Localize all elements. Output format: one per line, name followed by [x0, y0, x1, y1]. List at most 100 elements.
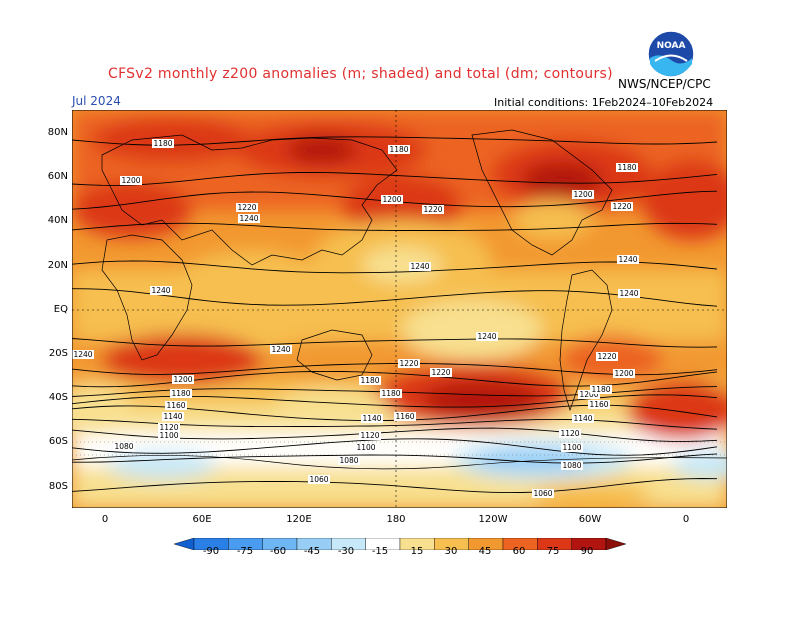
- contour-label-text: 1140: [362, 414, 381, 423]
- colorbar: [173, 535, 627, 554]
- contour-label-text: 1240: [410, 262, 429, 271]
- contour-label: 1180: [170, 389, 192, 398]
- contour-label: 1240: [617, 255, 639, 264]
- contour-label: 1120: [158, 423, 180, 432]
- contour-label: 1200: [578, 390, 600, 399]
- colorbar-label: 30: [444, 546, 458, 557]
- lon-label-0: 0: [101, 514, 109, 525]
- contour-label: 1200: [381, 195, 403, 204]
- colorbar-label: -45: [303, 546, 321, 557]
- lat-label-80s: 80S: [48, 481, 68, 492]
- contour-label-text: 1180: [591, 385, 610, 394]
- contour-label-text: 1120: [560, 429, 579, 438]
- contour-label-text: 1140: [163, 412, 182, 421]
- contour-label-text: 1160: [589, 400, 608, 409]
- colorbar-label: -90: [202, 546, 220, 557]
- contour-label: 1180: [616, 163, 638, 172]
- contour-label: 1100: [561, 443, 583, 452]
- contour-label: 1240: [409, 262, 431, 271]
- contour-label-text: 1160: [166, 401, 185, 410]
- contour-label-text: 1160: [395, 412, 414, 421]
- contour-label: 1220: [398, 359, 420, 368]
- lat-label-eq: EQ: [53, 304, 68, 315]
- contour-label-text: 1180: [171, 389, 190, 398]
- contour-label: 1180: [388, 145, 410, 154]
- contour-label-text: 1080: [114, 442, 133, 451]
- contour-label-text: 1080: [339, 456, 358, 465]
- contour-label-text: 1180: [617, 163, 636, 172]
- contour-label-text: 1100: [159, 431, 178, 440]
- contour-label-text: 1240: [239, 214, 258, 223]
- contour-label-text: 1220: [597, 352, 616, 361]
- contour-label: 1180: [380, 389, 402, 398]
- contour-label: 1200: [572, 190, 594, 199]
- contour-label: 1060: [308, 475, 330, 484]
- contour-label-text: 1240: [618, 255, 637, 264]
- contour-label: 1140: [361, 414, 383, 423]
- contour-label: 1140: [162, 412, 184, 421]
- chart-title: CFSv2 monthly z200 anomalies (m; shaded)…: [108, 66, 613, 82]
- contour-line: [72, 453, 718, 464]
- colorbar-label: 75: [546, 546, 560, 557]
- contour-label-text: 1060: [533, 489, 552, 498]
- colorbar-label: 15: [410, 546, 424, 557]
- contour-label: 1240: [72, 350, 94, 359]
- contour-label: 1160: [165, 401, 187, 410]
- contour-label: 1220: [430, 368, 452, 377]
- contour-label: 1080: [561, 461, 583, 470]
- contour-label-text: 1220: [237, 203, 256, 212]
- lat-label-60s: 60S: [48, 436, 68, 447]
- contour-label-text: 1240: [619, 289, 638, 298]
- contour-label-text: 1240: [477, 332, 496, 341]
- contour-label-text: 1200: [121, 176, 140, 185]
- contour-label: 1240: [476, 332, 498, 341]
- contour-label: 1200: [120, 176, 142, 185]
- contour-label-text: 1200: [573, 190, 592, 199]
- lat-label-40n: 40N: [47, 215, 68, 226]
- contour-label-text: 1100: [562, 443, 581, 452]
- contour-label: 1220: [611, 202, 633, 211]
- initial-conditions: Initial conditions: 1Feb2024–10Feb2024: [494, 96, 714, 109]
- contour-label: 1220: [236, 203, 258, 212]
- colorbar-label: -30: [337, 546, 355, 557]
- contour-label-text: 1220: [423, 205, 442, 214]
- contour-line: [72, 438, 718, 456]
- contour-label: 1240: [270, 345, 292, 354]
- contour-label: 1120: [359, 431, 381, 440]
- contour-label: 1220: [596, 352, 618, 361]
- contour-label-text: 1180: [389, 145, 408, 154]
- colorbar-label: -60: [269, 546, 287, 557]
- contour-label-text: 1200: [579, 390, 598, 399]
- contour-label: 1200: [172, 375, 194, 384]
- contour-label: 1180: [590, 385, 612, 394]
- contour-label: 1240: [238, 214, 260, 223]
- contour-label-text: 1060: [309, 475, 328, 484]
- contour-label-text: 1220: [612, 202, 631, 211]
- contour-label-text: 1220: [431, 368, 450, 377]
- colorbar-label: -75: [236, 546, 254, 557]
- contour-line: [72, 478, 718, 494]
- contour-label: 1220: [422, 205, 444, 214]
- contour-label: 1240: [618, 289, 640, 298]
- contour-label-text: 1200: [173, 375, 192, 384]
- lat-label-20s: 20S: [48, 348, 68, 359]
- contour-label-text: 1120: [159, 423, 178, 432]
- contour-line: [72, 338, 718, 348]
- contour-label-text: 1180: [381, 389, 400, 398]
- contour-label: 1200: [613, 369, 635, 378]
- noaa-logo: NOAA: [647, 30, 695, 78]
- contour-line: [72, 172, 718, 186]
- contour-label-text: 1240: [151, 286, 170, 295]
- lat-label-40s: 40S: [48, 392, 68, 403]
- contour-label-text: 1120: [360, 431, 379, 440]
- colorbar-label: 45: [478, 546, 492, 557]
- month-label: Jul 2024: [72, 94, 121, 108]
- contour-label-text: 1180: [153, 139, 172, 148]
- lat-label-20n: 20N: [47, 260, 68, 271]
- contour-label: 1100: [355, 443, 377, 452]
- colorbar-label: 60: [512, 546, 526, 557]
- contour-line: [72, 288, 718, 307]
- contour-label: 1140: [572, 414, 594, 423]
- colorbar-swatch: [173, 537, 195, 551]
- contour-label-text: 1180: [360, 376, 379, 385]
